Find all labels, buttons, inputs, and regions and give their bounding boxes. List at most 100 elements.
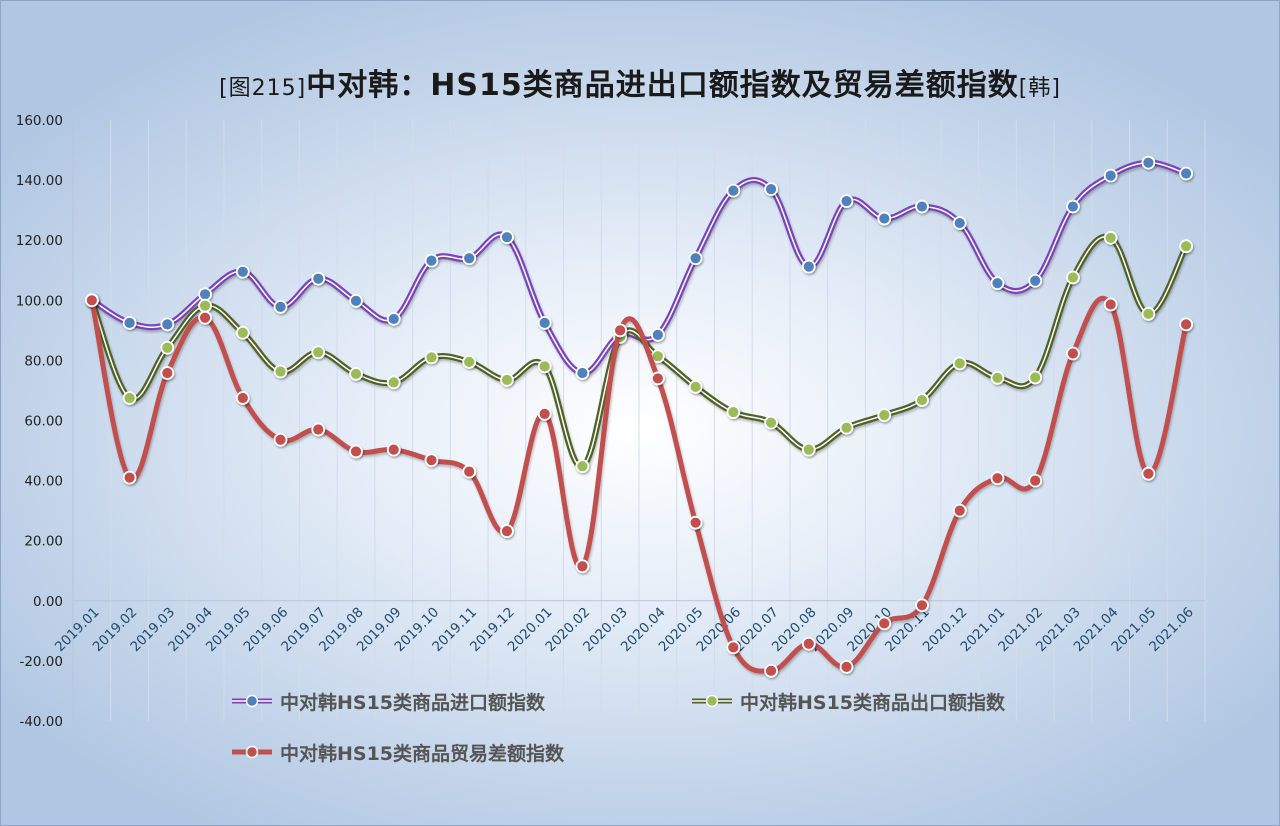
data-point-import[interactable] [1103, 168, 1118, 183]
data-point-export[interactable] [198, 298, 212, 313]
data-point-export[interactable] [424, 350, 439, 365]
data-point-balance[interactable] [386, 442, 401, 457]
y-tick-label: -20.00 [19, 654, 63, 670]
data-point-import[interactable] [311, 271, 326, 286]
data-point-export[interactable] [990, 370, 1005, 385]
data-point-import[interactable] [424, 253, 439, 268]
data-point-export[interactable] [839, 420, 854, 435]
data-point-import[interactable] [235, 264, 250, 279]
data-point-export[interactable] [688, 379, 703, 394]
data-point-import[interactable] [198, 287, 212, 302]
data-point-import[interactable] [273, 300, 288, 314]
data-point-import[interactable] [650, 327, 665, 342]
data-point-export[interactable] [462, 355, 477, 369]
data-point-balance[interactable] [613, 323, 628, 338]
axes: 160.00 140.00 120.00 100.00 80.00 60.00 40.00 2… [16, 113, 1205, 730]
data-point-export[interactable] [122, 391, 137, 405]
data-point-export[interactable] [877, 408, 892, 422]
data-point-export[interactable] [235, 325, 250, 340]
data-point-balance[interactable] [764, 663, 778, 678]
data-point-export[interactable] [273, 364, 288, 379]
data-point-import[interactable] [537, 315, 552, 330]
data-point-import[interactable] [575, 366, 590, 380]
data-point-import[interactable] [688, 251, 703, 266]
data-point-import[interactable] [726, 183, 741, 198]
data-point-balance[interactable] [424, 453, 439, 468]
data-point-export[interactable] [349, 367, 363, 381]
data-point-balance[interactable] [500, 524, 514, 538]
data-point-export[interactable] [160, 340, 175, 355]
data-point-export[interactable] [952, 356, 967, 371]
y-tick-label: 40.00 [24, 474, 63, 490]
data-point-export[interactable] [764, 415, 778, 430]
data-point-balance[interactable] [726, 640, 741, 655]
legend-item-export[interactable]: 中对韩HS15类商品出口额指数 [692, 688, 1005, 714]
data-point-import[interactable] [500, 230, 514, 245]
y-tick-label: -40.00 [19, 714, 63, 730]
data-point-balance[interactable] [990, 471, 1005, 486]
data-point-import[interactable] [462, 251, 477, 266]
data-point-import[interactable] [877, 211, 892, 226]
data-point-import[interactable] [764, 182, 778, 197]
data-point-balance[interactable] [1103, 297, 1118, 312]
series-group [84, 155, 1194, 678]
data-point-balance[interactable] [235, 391, 250, 405]
data-point-export[interactable] [1179, 239, 1194, 254]
series-line-balance [89, 295, 1189, 674]
data-point-import[interactable] [839, 194, 854, 209]
data-point-balance[interactable] [122, 470, 137, 485]
data-point-balance[interactable] [1179, 317, 1194, 332]
data-point-import[interactable] [801, 259, 816, 274]
data-point-balance[interactable] [349, 444, 363, 459]
data-point-export[interactable] [500, 373, 514, 387]
data-point-import[interactable] [1179, 166, 1194, 181]
data-point-balance[interactable] [688, 515, 703, 530]
data-point-import[interactable] [122, 315, 137, 330]
data-point-balance[interactable] [801, 636, 816, 651]
data-point-balance[interactable] [839, 660, 854, 674]
data-point-balance[interactable] [650, 371, 665, 386]
data-point-balance[interactable] [1066, 346, 1080, 361]
data-point-export[interactable] [537, 359, 552, 374]
data-point-balance[interactable] [462, 464, 477, 479]
data-point-balance[interactable] [575, 559, 590, 574]
data-point-balance[interactable] [311, 422, 326, 437]
data-point-balance[interactable] [198, 310, 212, 325]
data-point-export[interactable] [1066, 270, 1080, 285]
data-point-export[interactable] [1028, 370, 1043, 385]
data-point-export[interactable] [575, 459, 590, 474]
data-point-balance[interactable] [1028, 473, 1043, 488]
data-point-import[interactable] [1141, 155, 1156, 170]
data-point-balance[interactable] [537, 406, 552, 421]
data-point-export[interactable] [1103, 230, 1118, 245]
data-point-balance[interactable] [84, 293, 99, 308]
data-point-balance[interactable] [952, 503, 967, 518]
data-point-export[interactable] [1141, 306, 1156, 321]
data-point-export[interactable] [386, 375, 401, 390]
data-point-export[interactable] [801, 442, 816, 457]
legend-item-import[interactable]: 中对韩HS15类商品进口额指数 [232, 688, 545, 714]
data-point-import[interactable] [915, 199, 929, 214]
legend-export-swatch [692, 694, 732, 708]
data-point-import[interactable] [1066, 199, 1080, 214]
legend-label-import: 中对韩HS15类商品进口额指数 [280, 691, 546, 714]
data-point-balance[interactable] [915, 598, 929, 613]
data-point-import[interactable] [349, 294, 363, 308]
data-point-import[interactable] [952, 216, 967, 230]
data-point-import[interactable] [386, 312, 401, 326]
legend-label-export: 中对韩HS15类商品出口额指数 [740, 691, 1006, 714]
data-point-import[interactable] [990, 276, 1005, 291]
data-point-import[interactable] [1028, 273, 1043, 288]
data-point-balance[interactable] [273, 432, 288, 447]
data-point-export[interactable] [726, 405, 741, 419]
y-tick-label: 20.00 [24, 534, 63, 550]
data-point-export[interactable] [915, 393, 929, 407]
data-point-balance[interactable] [160, 366, 175, 380]
data-point-export[interactable] [311, 345, 326, 360]
y-tick-label: 140.00 [16, 173, 63, 189]
data-point-import[interactable] [160, 317, 175, 332]
data-point-balance[interactable] [877, 616, 892, 631]
chart-title-prefix: [图215] [219, 76, 307, 101]
data-point-balance[interactable] [1141, 466, 1156, 481]
legend-item-balance[interactable]: 中对韩HS15类商品贸易差额指数 [232, 739, 564, 765]
